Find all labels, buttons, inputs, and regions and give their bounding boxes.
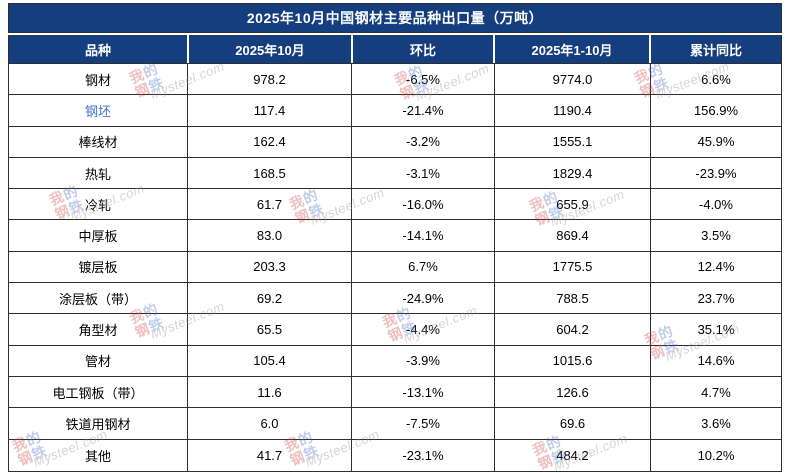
table-header-row: 品种 2025年10月 环比 2025年1-10月 累计同比 xyxy=(8,35,782,63)
table-row: 涂层板（带） 69.2 -24.9% 788.5 23.7% xyxy=(9,283,781,315)
value-cell: 83.0 xyxy=(188,220,352,251)
variety-link[interactable]: 钢坯 xyxy=(9,95,188,126)
value-cell: 869.4 xyxy=(495,220,651,251)
table-row: 钢材 978.2 -6.5% 9774.0 6.6% xyxy=(9,64,781,96)
column-header-4: 2025年1-10月 xyxy=(495,35,649,63)
value-cell: 41.7 xyxy=(188,439,352,471)
value-cell: 65.5 xyxy=(188,314,352,345)
value-cell: 6.7% xyxy=(352,251,495,283)
column-header-5: 累计同比 xyxy=(651,35,781,63)
value-cell: -3.1% xyxy=(352,157,495,189)
variety-name: 棒线材 xyxy=(9,126,188,157)
value-cell: 655.9 xyxy=(495,189,651,220)
variety-name: 镀层板 xyxy=(9,251,188,283)
value-cell: 1829.4 xyxy=(495,157,651,189)
variety-name: 电工钢板（带） xyxy=(9,376,188,408)
value-cell: -13.1% xyxy=(352,376,495,408)
value-cell: 69.6 xyxy=(495,408,651,439)
value-cell: 203.3 xyxy=(188,251,352,283)
table-row: 冷轧 61.7 -16.0% 655.9 -4.0% xyxy=(9,189,781,221)
value-cell: 45.9% xyxy=(697,134,735,150)
value-cell: -6.5% xyxy=(352,64,495,95)
value-cell: 126.6 xyxy=(495,376,651,408)
value-cell: 604.2 xyxy=(495,314,651,345)
value-cell: 14.6% xyxy=(697,353,735,369)
value-cell: 168.5 xyxy=(188,157,352,189)
value-cell: 978.2 xyxy=(188,64,352,95)
value-cell: -14.1% xyxy=(352,220,495,251)
value-cell: 117.4 xyxy=(188,95,352,126)
column-header-1: 品种 xyxy=(9,35,187,63)
value-cell: 1190.4 xyxy=(495,95,651,126)
value-cell: 484.2 xyxy=(495,439,651,471)
table-row: 电工钢板（带） 11.6 -13.1% 126.6 4.7% xyxy=(9,376,781,409)
value-cell: -23.9% xyxy=(695,165,737,181)
value-cell: -4.0% xyxy=(699,196,733,212)
variety-name: 中厚板 xyxy=(9,220,188,251)
variety-name: 热轧 xyxy=(9,157,188,189)
value-cell: 35.1% xyxy=(697,322,735,338)
value-cell: 788.5 xyxy=(495,283,651,314)
table-row: 镀层板 203.3 6.7% 1775.5 12.4% xyxy=(9,251,781,284)
table-body: 钢材 978.2 -6.5% 9774.0 6.6% 钢坯 117.4 -21.4% 1190.… xyxy=(8,63,782,472)
value-cell: 1555.1 xyxy=(495,126,651,157)
value-cell: 156.9% xyxy=(693,102,739,118)
value-cell: 6.6% xyxy=(701,71,731,87)
value-cell: 10.2% xyxy=(697,447,735,463)
table-title: 2025年10月中国钢材主要品种出口量（万吨） xyxy=(8,3,782,33)
value-cell: 162.4 xyxy=(188,126,352,157)
table-row: 其他 41.7 -23.1% 484.2 10.2% xyxy=(9,439,781,471)
value-cell: -7.5% xyxy=(352,408,495,439)
value-cell: -4.4% xyxy=(352,314,495,345)
table-row: 铁道用钢材 6.0 -7.5% 69.6 3.6% xyxy=(9,408,781,440)
variety-name: 其他 xyxy=(9,439,188,471)
value-cell: 6.0 xyxy=(188,408,352,439)
table-row: 中厚板 83.0 -14.1% 869.4 3.5% xyxy=(9,220,781,252)
variety-name: 管材 xyxy=(9,345,188,376)
value-cell: 105.4 xyxy=(188,345,352,376)
variety-name: 冷轧 xyxy=(9,189,188,220)
table-row: 钢坯 117.4 -21.4% 1190.4 156.9% xyxy=(9,95,781,127)
value-cell: -24.9% xyxy=(352,283,495,314)
value-cell: 4.7% xyxy=(701,384,731,400)
column-header-2: 2025年10月 xyxy=(189,35,351,63)
value-cell: -3.2% xyxy=(352,126,495,157)
value-cell: -16.0% xyxy=(352,189,495,220)
value-cell: 9774.0 xyxy=(495,64,651,95)
value-cell: 69.2 xyxy=(188,283,352,314)
value-cell: 3.6% xyxy=(701,415,731,431)
table-row: 热轧 168.5 -3.1% 1829.4 -23.9% xyxy=(9,157,781,190)
value-cell: -21.4% xyxy=(352,95,495,126)
variety-name: 角型材 xyxy=(9,314,188,345)
table-row: 角型材 65.5 -4.4% 604.2 35.1% xyxy=(9,314,781,346)
value-cell: -23.1% xyxy=(352,439,495,471)
value-cell: 1015.6 xyxy=(495,345,651,376)
value-cell: 11.6 xyxy=(188,376,352,408)
value-cell: -3.9% xyxy=(352,345,495,376)
column-header-3: 环比 xyxy=(353,35,493,63)
steel-export-table: 2025年10月中国钢材主要品种出口量（万吨） 品种 2025年10月 环比 2025… xyxy=(8,3,782,472)
variety-name: 钢材 xyxy=(9,64,188,95)
value-cell: 12.4% xyxy=(697,259,735,275)
table-row: 棒线材 162.4 -3.2% 1555.1 45.9% xyxy=(9,126,781,158)
table-row: 管材 105.4 -3.9% 1015.6 14.6% xyxy=(9,345,781,377)
value-cell: 61.7 xyxy=(188,189,352,220)
value-cell: 23.7% xyxy=(697,290,735,306)
variety-name: 铁道用钢材 xyxy=(9,408,188,439)
value-cell: 3.5% xyxy=(701,228,731,244)
variety-name: 涂层板（带） xyxy=(9,283,188,314)
value-cell: 1775.5 xyxy=(495,251,651,283)
